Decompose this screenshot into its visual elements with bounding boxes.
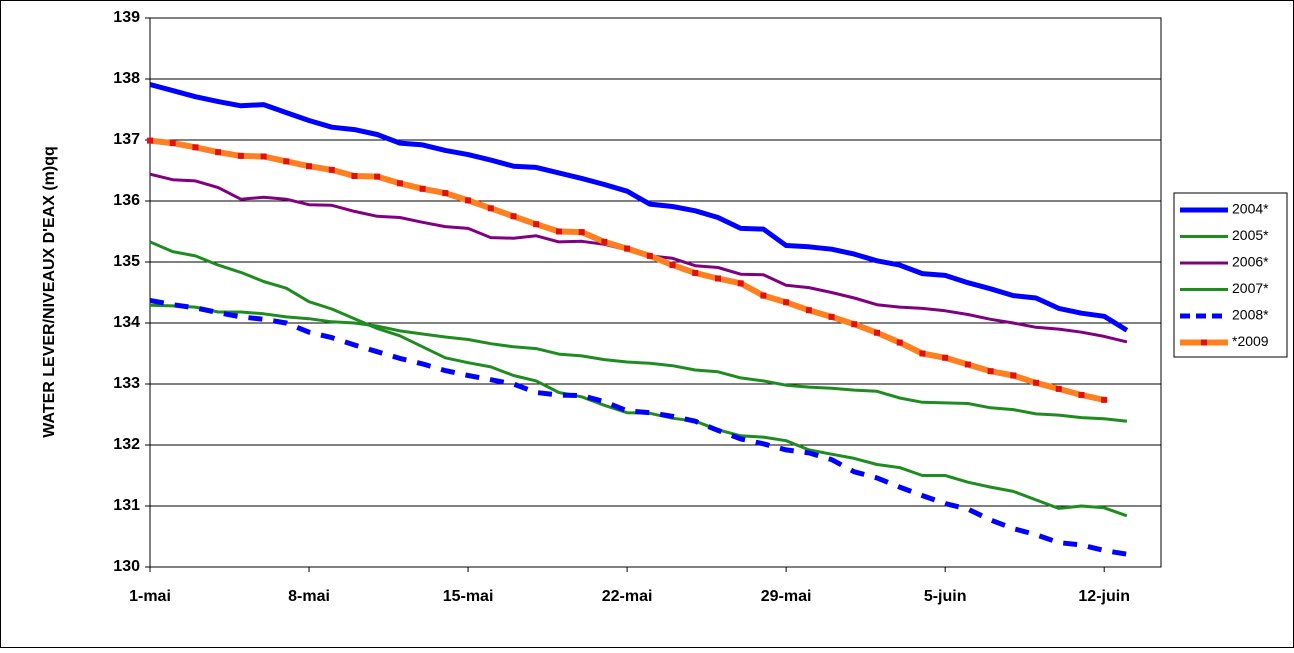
data-point-marker (578, 229, 585, 236)
x-tick-label: 29-mai (761, 588, 812, 605)
series-line (149, 82, 1129, 333)
data-point-marker (419, 185, 426, 192)
data-point-marker (783, 299, 790, 306)
y-tick-label: 134 (113, 314, 140, 331)
legend-label: 2007* (1232, 280, 1269, 296)
data-point-marker (215, 149, 222, 156)
plot-area (149, 17, 1162, 568)
series-2008 (149, 297, 1128, 557)
y-tick-label: 139 (113, 9, 140, 26)
data-point-marker (510, 213, 517, 220)
legend-marker (1201, 339, 1207, 346)
y-tick-label: 137 (113, 131, 140, 148)
data-point-marker (192, 144, 199, 151)
x-tick-label: 15-mai (443, 588, 494, 605)
data-point-marker (987, 368, 994, 375)
data-point-marker (487, 205, 494, 212)
series-2009 (147, 137, 1108, 403)
data-point-marker (169, 140, 176, 147)
data-point-marker (851, 321, 858, 328)
data-point-marker (328, 166, 335, 173)
y-tick-label: 130 (113, 558, 140, 575)
gridlines (150, 78, 1161, 507)
legend-item: *2009 (1180, 333, 1269, 349)
data-point-marker (374, 173, 381, 180)
data-point-marker (896, 339, 903, 346)
x-axis-ticks: 1-mai 8-mai 15-mai 22-mai 29-mai 5-juin 12-jui… (129, 567, 1130, 605)
data-point-marker (919, 350, 926, 357)
y-tick-label: 138 (113, 70, 140, 87)
data-point-marker (874, 329, 881, 336)
data-point-marker (465, 197, 472, 204)
data-point-marker (555, 228, 562, 235)
data-point-marker (942, 354, 949, 361)
data-point-marker (396, 180, 403, 187)
data-point-marker (760, 292, 767, 299)
data-point-marker (442, 190, 449, 197)
legend-item: 2006* (1180, 254, 1269, 270)
data-point-marker (260, 153, 267, 160)
y-tick-label: 136 (113, 192, 140, 209)
data-point-marker (714, 275, 721, 282)
legend-label: 2004* (1232, 201, 1269, 217)
legend-item: 2007* (1180, 280, 1269, 296)
y-tick-label: 133 (113, 375, 140, 392)
data-point-marker (533, 221, 540, 228)
x-tick-label: 8-mai (288, 588, 330, 605)
data-point-marker (1078, 391, 1085, 398)
legend-label: 2006* (1232, 254, 1269, 270)
data-point-marker (669, 262, 676, 269)
y-tick-label: 135 (113, 253, 140, 270)
data-point-marker (805, 307, 812, 314)
data-point-marker (601, 238, 608, 245)
data-point-marker (1101, 396, 1108, 403)
series-group (147, 82, 1129, 557)
legend-box (1173, 192, 1288, 358)
series-line (149, 297, 1128, 557)
y-axis-label: WATER LEVER/NIVEAUX D'EAX (m)qq (41, 146, 58, 438)
data-point-marker (737, 280, 744, 287)
legend-label: 2005* (1232, 227, 1269, 243)
data-point-marker (1010, 372, 1017, 379)
data-point-marker (624, 245, 631, 252)
series-2004 (149, 82, 1129, 333)
data-point-marker (646, 252, 653, 259)
data-point-marker (1033, 379, 1040, 386)
x-tick-label: 22-mai (602, 588, 653, 605)
y-tick-label: 132 (113, 436, 140, 453)
data-point-marker (283, 158, 290, 165)
x-tick-label: 1-mai (129, 588, 171, 605)
data-point-marker (351, 172, 358, 179)
x-tick-label: 12-juin (1078, 588, 1130, 605)
series-2007 (149, 303, 1128, 423)
legend-label: 2008* (1232, 307, 1269, 323)
series-line (149, 303, 1128, 423)
data-point-marker (306, 163, 313, 170)
legend-label: *2009 (1232, 333, 1269, 349)
data-point-marker (237, 152, 244, 159)
data-point-marker (692, 269, 699, 276)
data-point-marker (964, 361, 971, 368)
x-tick-label: 5-juin (924, 588, 967, 605)
legend-item: 2004* (1180, 201, 1269, 217)
data-point-marker (828, 313, 835, 320)
data-point-marker (147, 137, 153, 144)
y-tick-label: 131 (113, 497, 140, 514)
legend-item: 2005* (1180, 227, 1269, 243)
legend: 2004* 2005* 2006* 2007* 2008* *2009 (1173, 192, 1288, 358)
data-point-marker (1055, 385, 1062, 392)
legend-item: 2008* (1180, 307, 1269, 323)
